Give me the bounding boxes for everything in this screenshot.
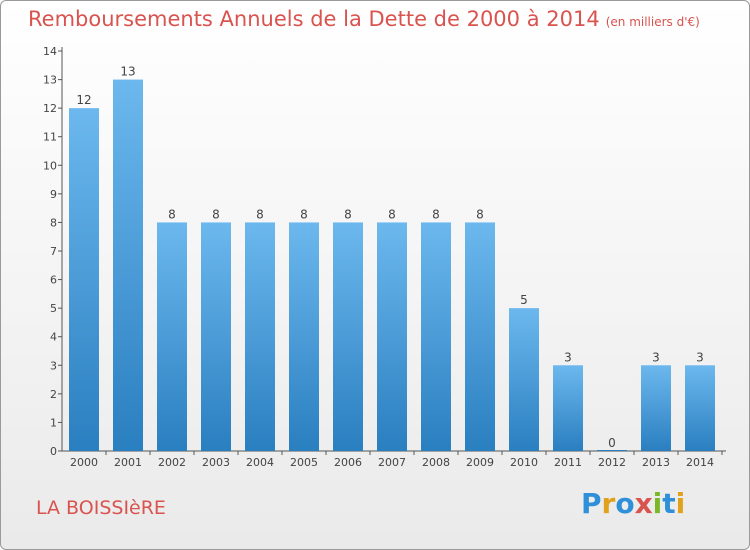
chart-title-text: Remboursements Annuels de la Dette de 20… [28,7,600,31]
bar [509,308,539,451]
x-tick-label: 2003 [202,456,230,469]
data-label: 8 [388,207,396,221]
bar [377,222,407,451]
y-tick-label: 8 [50,216,57,229]
bar [245,222,275,451]
data-label: 13 [120,65,135,79]
bar [333,222,363,451]
x-tick-label: 2005 [290,456,318,469]
x-tick-label: 2001 [114,456,142,469]
bar [69,108,99,452]
bar [157,222,187,451]
chart-title: Remboursements Annuels de la Dette de 20… [28,7,700,31]
x-tick-label: 2007 [378,456,406,469]
bar [597,450,627,451]
data-label: 0 [608,436,616,450]
data-label: 8 [256,207,264,221]
y-tick-label: 14 [43,45,57,58]
y-tick-label: 4 [50,331,57,344]
town-name: LA BOISSIèRE [36,497,166,519]
data-label: 5 [520,293,528,307]
data-label: 12 [76,93,91,107]
y-tick-label: 6 [50,274,57,287]
bar [641,365,671,451]
data-label: 8 [300,207,308,221]
y-tick-label: 12 [43,102,57,115]
y-tick-label: 3 [50,359,57,372]
bar [421,222,451,451]
x-tick-label: 2006 [334,456,362,469]
y-tick-label: 7 [50,245,57,258]
y-tick-label: 10 [43,159,57,172]
x-tick-label: 2009 [466,456,494,469]
x-tick-label: 2000 [70,456,98,469]
data-label: 8 [432,207,440,221]
x-tick-label: 2008 [422,456,450,469]
y-tick-label: 2 [50,388,57,401]
x-tick-label: 2013 [642,456,670,469]
y-tick-label: 1 [50,416,57,429]
data-label: 3 [652,350,660,364]
bar [201,222,231,451]
data-label: 8 [476,207,484,221]
x-tick-label: 2002 [158,456,186,469]
x-tick-label: 2014 [686,456,714,469]
data-label: 8 [344,207,352,221]
bar [553,365,583,451]
proxiti-logo: Proxiti [581,487,686,520]
y-tick-label: 9 [50,188,57,201]
data-label: 3 [564,350,572,364]
data-label: 3 [696,350,704,364]
bar [113,79,143,452]
y-tick-label: 0 [50,445,57,458]
x-tick-label: 2004 [246,456,274,469]
y-tick-label: 13 [43,74,57,87]
bar [685,365,715,451]
y-tick-label: 5 [50,302,57,315]
bar [465,222,495,451]
bar [289,222,319,451]
data-label: 8 [168,207,176,221]
y-tick-label: 11 [43,131,57,144]
x-tick-label: 2011 [554,456,582,469]
x-tick-label: 2010 [510,456,538,469]
data-label: 8 [212,207,220,221]
chart-unit: (en milliers d'€) [605,15,700,29]
x-tick-label: 2012 [598,456,626,469]
